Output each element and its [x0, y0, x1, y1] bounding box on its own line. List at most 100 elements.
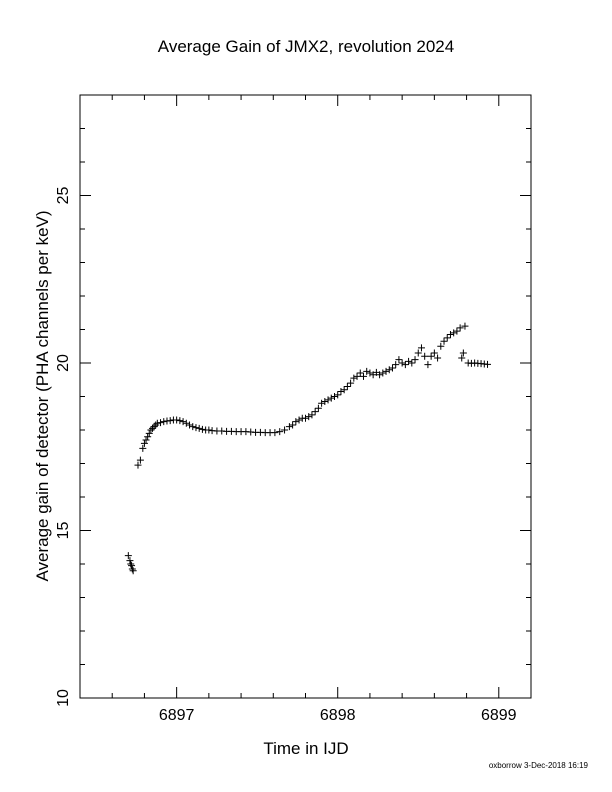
data-point: [321, 398, 329, 406]
data-point: [461, 322, 469, 330]
y-axis-label: Average gain of detector (PHA channels p…: [33, 210, 52, 581]
data-point: [126, 557, 134, 565]
data-point: [314, 404, 322, 412]
data-point: [160, 418, 168, 426]
y-tick-labels: 10 15 20 25: [55, 187, 72, 707]
data-point: [350, 374, 358, 382]
data-point: [395, 356, 403, 364]
data-point: [285, 423, 293, 431]
data-point: [173, 416, 181, 424]
data-point: [340, 386, 348, 394]
data-point: [356, 369, 364, 377]
data-point: [446, 331, 454, 339]
data-point: [343, 382, 351, 390]
data-point: [186, 421, 194, 429]
data-point: [281, 426, 289, 434]
data-point: [401, 361, 409, 369]
data-point: [144, 433, 152, 441]
data-point: [292, 418, 300, 426]
data-point: [182, 419, 190, 427]
data-point: [414, 349, 422, 357]
data-point: [139, 444, 147, 452]
data-point: [308, 411, 316, 419]
data-point: [440, 337, 448, 345]
data-point: [276, 428, 284, 436]
data-point: [424, 361, 432, 369]
data-point: [459, 349, 467, 357]
data-point: [405, 357, 413, 365]
data-point: [142, 436, 150, 444]
data-point: [152, 421, 160, 429]
data-point: [271, 429, 279, 437]
data-point: [363, 367, 371, 375]
data-point: [124, 552, 132, 560]
axis-ticks: [79, 94, 532, 699]
data-point: [484, 360, 492, 368]
data-point: [334, 391, 342, 399]
x-tick-labels: 6897 6898 6899: [159, 707, 517, 724]
data-point: [127, 560, 135, 568]
y-tick-label: 25: [55, 187, 72, 205]
data-point: [145, 429, 153, 437]
data-point: [148, 424, 156, 432]
y-tick-label: 10: [55, 689, 72, 707]
data-point: [295, 416, 303, 424]
data-points: [124, 322, 492, 575]
x-tick-label: 6897: [159, 707, 195, 724]
data-point: [176, 417, 184, 425]
data-point: [366, 369, 374, 377]
y-tick-label: 20: [55, 354, 72, 372]
data-point: [398, 359, 406, 367]
data-point: [150, 423, 158, 431]
data-point: [347, 379, 355, 387]
data-point: [453, 327, 461, 335]
data-point: [289, 421, 297, 429]
data-point: [179, 418, 187, 426]
data-point: [189, 423, 197, 431]
plot-frame: [79, 94, 532, 699]
data-point: [128, 565, 136, 573]
data-point: [205, 426, 213, 434]
data-point: [302, 414, 309, 422]
data-point: [153, 419, 161, 427]
x-axis-label: Time in IJD: [263, 739, 348, 758]
data-point: [450, 329, 458, 337]
data-point: [140, 439, 148, 447]
data-point: [327, 394, 335, 402]
data-point: [311, 408, 319, 416]
data-point: [430, 349, 438, 357]
data-point: [305, 413, 313, 421]
data-point: [134, 461, 142, 469]
data-point: [421, 352, 429, 360]
data-point: [376, 371, 384, 379]
footer-timestamp: oxborrow 3-Dec-2018 16:19: [489, 761, 589, 770]
data-point: [411, 356, 419, 364]
data-point: [157, 419, 165, 427]
data-point: [353, 372, 361, 380]
data-point: [192, 424, 200, 432]
data-point: [385, 366, 393, 374]
data-point: [330, 393, 338, 400]
y-tick-label: 15: [55, 522, 72, 540]
data-point: [166, 417, 174, 425]
data-point: [379, 369, 387, 377]
data-point: [408, 359, 416, 367]
data-point: [417, 344, 425, 352]
data-point: [147, 426, 155, 434]
data-point: [456, 324, 464, 332]
data-point: [359, 372, 367, 380]
data-point: [458, 354, 466, 362]
data-point: [129, 567, 137, 575]
data-point: [443, 334, 451, 342]
data-point: [128, 562, 136, 570]
chart-title: Average Gain of JMX2, revolution 2024: [158, 37, 454, 56]
data-point: [136, 456, 144, 464]
data-point: [427, 352, 435, 360]
data-point: [437, 342, 445, 350]
x-tick-label: 6899: [481, 707, 517, 724]
x-tick-label: 6898: [320, 707, 356, 724]
data-point: [318, 399, 326, 407]
data-point: [337, 387, 345, 395]
data-point: [434, 354, 442, 362]
